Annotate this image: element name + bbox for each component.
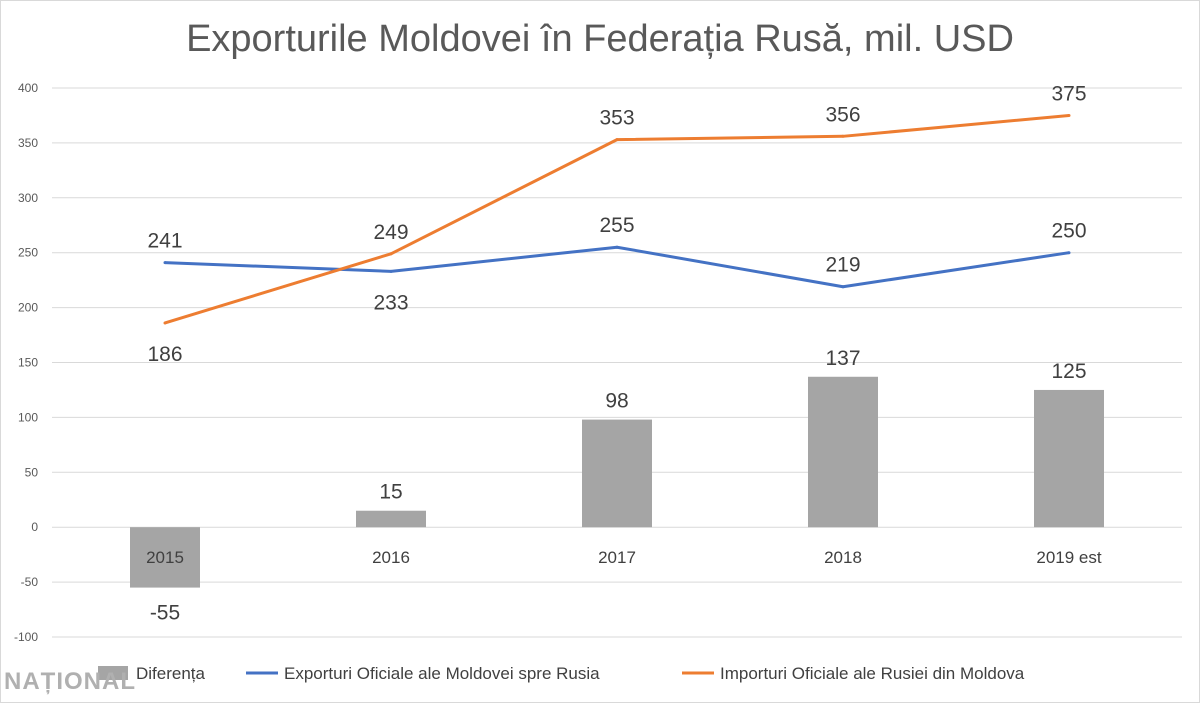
line-data-label: 186	[147, 343, 182, 366]
chart-title: Exporturile Moldovei în Federația Rusă, …	[186, 18, 1014, 60]
watermark-logo: NAȚIONAL	[4, 668, 136, 695]
line-data-label: 353	[599, 107, 634, 130]
bar-data-label: 15	[379, 481, 402, 504]
data-point	[841, 134, 845, 138]
line-data-label: 356	[825, 103, 860, 126]
bar	[130, 527, 200, 588]
y-tick-label: 150	[18, 356, 38, 370]
y-tick-label: 350	[18, 136, 38, 150]
y-tick-label: 300	[18, 191, 38, 205]
line-data-label: 375	[1051, 82, 1086, 105]
bar	[582, 419, 652, 528]
bar-data-label: 98	[605, 390, 628, 413]
y-tick-label: 200	[18, 301, 38, 315]
data-point	[615, 138, 619, 142]
bar	[1034, 389, 1104, 528]
x-tick-label: 2019 est	[1036, 548, 1101, 567]
y-tick-label: 100	[18, 410, 38, 424]
legend-label: Diferența	[136, 664, 206, 683]
x-tick-label: 2015	[146, 548, 184, 567]
bar-data-label: -55	[150, 602, 180, 625]
x-tick-label: 2016	[372, 548, 410, 567]
data-point	[615, 245, 619, 249]
bar-data-label: 125	[1051, 360, 1086, 383]
data-point	[841, 285, 845, 289]
line-data-label: 255	[599, 214, 634, 237]
data-point	[389, 269, 393, 273]
legend-swatch	[98, 666, 128, 680]
data-point	[389, 252, 393, 256]
bar	[808, 376, 878, 528]
y-tick-label: -100	[14, 630, 38, 644]
y-tick-label: -50	[21, 575, 39, 589]
line-data-label: 250	[1051, 220, 1086, 243]
legend-label: Exporturi Oficiale ale Moldovei spre Rus…	[284, 664, 600, 683]
line-data-label: 241	[147, 230, 182, 253]
x-tick-label: 2017	[598, 548, 636, 567]
line-data-label: 219	[825, 254, 860, 277]
data-point	[1067, 251, 1071, 255]
data-point	[163, 321, 167, 325]
legend-label: Importuri Oficiale ale Rusiei din Moldov…	[720, 664, 1025, 683]
y-tick-label: 400	[18, 81, 38, 95]
y-tick-label: 250	[18, 246, 38, 260]
data-point	[163, 261, 167, 265]
x-tick-label: 2018	[824, 548, 862, 567]
line-data-label: 249	[373, 221, 408, 244]
y-tick-label: 50	[25, 465, 39, 479]
data-point	[1067, 113, 1071, 117]
bar-data-label: 137	[825, 347, 860, 370]
line-data-label: 233	[373, 291, 408, 314]
bar	[356, 510, 426, 528]
y-tick-label: 0	[31, 520, 38, 534]
